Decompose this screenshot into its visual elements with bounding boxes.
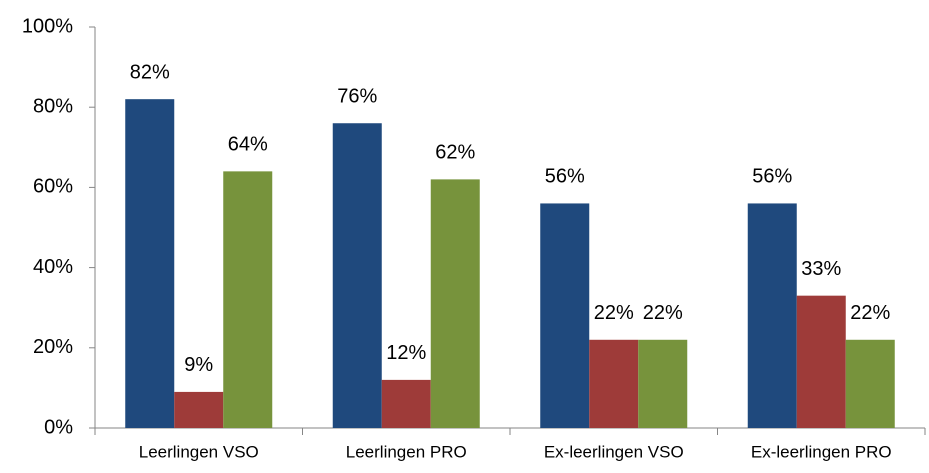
bar — [796, 295, 846, 428]
bar — [332, 123, 382, 429]
value-label: 33% — [801, 258, 841, 280]
y-tick-label: 40% — [33, 256, 73, 278]
bar — [845, 339, 895, 428]
bar — [430, 179, 480, 428]
bar — [747, 203, 797, 428]
y-tick-label: 100% — [22, 15, 73, 37]
value-label: 56% — [752, 166, 792, 188]
y-tick-label: 60% — [33, 176, 73, 198]
y-tick-label: 80% — [33, 95, 73, 117]
value-label: 62% — [435, 142, 475, 164]
x-tick-label: Leerlingen VSO — [139, 442, 259, 461]
value-label: 22% — [850, 302, 890, 324]
value-label: 22% — [643, 302, 683, 324]
bar — [589, 339, 639, 428]
value-label: 76% — [337, 86, 377, 108]
y-tick-label: 0% — [44, 416, 73, 438]
bar — [638, 339, 688, 428]
bar — [381, 379, 431, 428]
bar — [174, 391, 224, 428]
value-label: 64% — [228, 134, 268, 156]
bar — [125, 99, 175, 429]
x-tick-label: Ex-leerlingen VSO — [544, 442, 684, 461]
bar — [223, 171, 273, 429]
y-tick-label: 20% — [33, 336, 73, 358]
value-label: 22% — [594, 302, 634, 324]
value-label: 9% — [184, 354, 213, 376]
bar — [540, 203, 590, 428]
value-label: 82% — [130, 61, 170, 83]
x-tick-label: Ex-leerlingen PRO — [751, 442, 892, 461]
x-tick-label: Leerlingen PRO — [346, 442, 467, 461]
value-label: 12% — [386, 342, 426, 364]
value-label: 56% — [545, 166, 585, 188]
